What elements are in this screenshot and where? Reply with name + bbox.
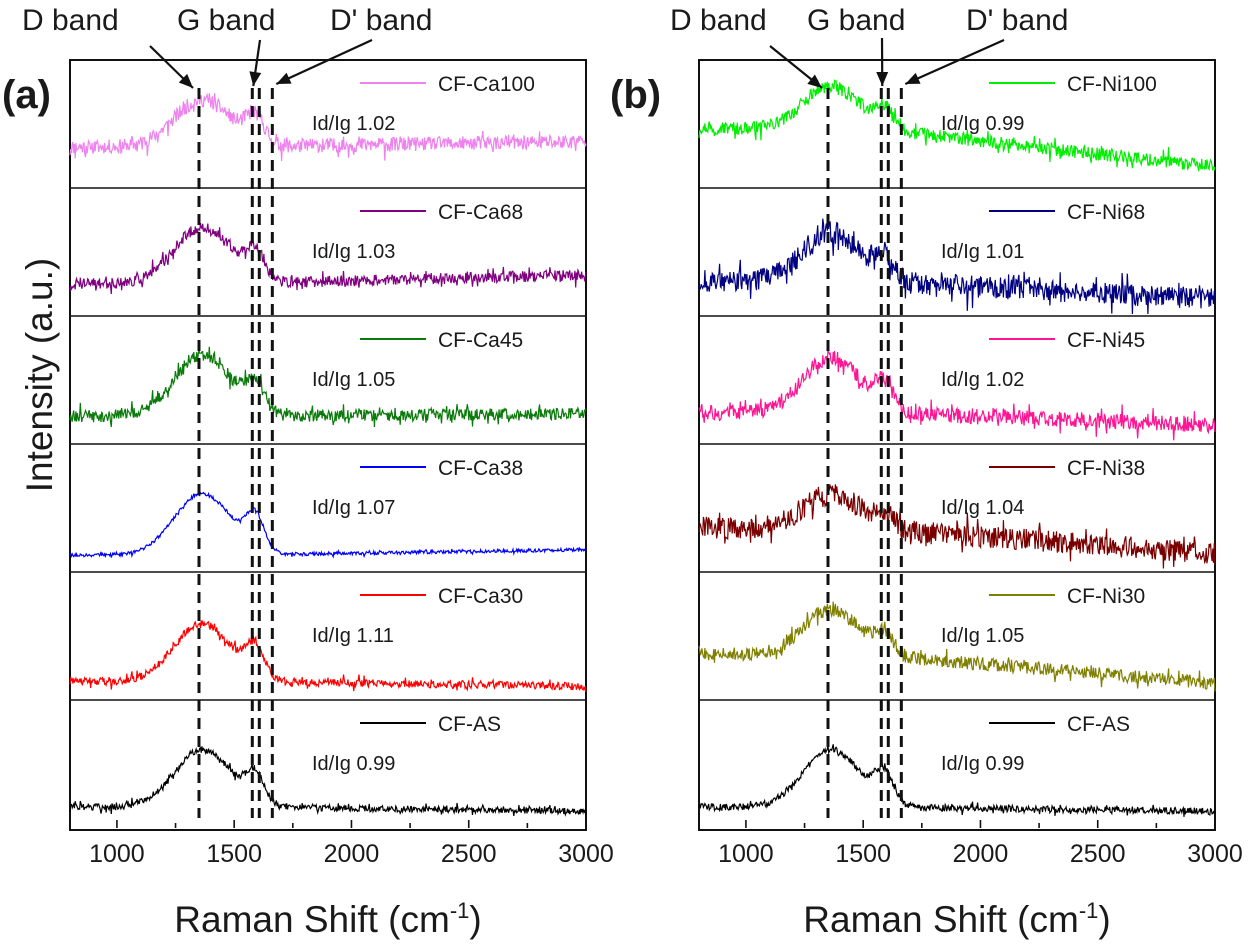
x-tick-label: 1000 <box>89 840 145 868</box>
legend-label: CF-Ni100 <box>1067 73 1157 96</box>
legend-label: CF-Ni68 <box>1067 201 1145 224</box>
g-band-label: G band <box>177 4 275 37</box>
legend-label: CF-Ca38 <box>438 457 523 480</box>
spectrum-line-cf-as <box>698 744 1216 817</box>
band-arrow-head <box>249 71 262 86</box>
panel-a: CF-Ca100 Id/Ig 1.02 CF-Ca68 Id/Ig 1.03 CF-Ca… <box>69 59 614 868</box>
panel-a-legends: CF-Ca100 Id/Ig 1.02 CF-Ca68 Id/Ig 1.03 CF-Ca… <box>312 73 535 775</box>
spectrum-line-cf-ni100 <box>698 79 1216 172</box>
legend-label: CF-Ni38 <box>1067 457 1145 480</box>
panel-b-letter: (b) <box>610 73 661 117</box>
d-band-label: D band <box>670 4 767 37</box>
id-ig-ratio-label: Id/Ig 1.11 <box>312 625 394 647</box>
legend-label: CF-AS <box>1067 713 1130 736</box>
spectrum-line-cf-ca45 <box>69 346 587 428</box>
band-arrow-line <box>275 39 373 85</box>
x-axis-title-main: Raman Shift (cm <box>174 899 450 940</box>
spectrum-line-cf-as <box>69 746 587 817</box>
x-tick-label: 2500 <box>1070 840 1126 868</box>
band-arrow-head <box>807 74 822 88</box>
spectrum-line-cf-ca100 <box>69 88 587 162</box>
panel-a-band-lines <box>197 88 274 818</box>
id-ig-ratio-label: Id/Ig 1.05 <box>941 625 1024 647</box>
d-band-label: D band <box>22 4 119 37</box>
spectrum-line-cf-ni68 <box>698 218 1216 315</box>
band-arrow-line <box>904 38 1005 86</box>
x-axis-title-b: Raman Shift (cm-1) <box>803 898 1110 940</box>
x-tick-label: 1000 <box>718 840 774 868</box>
id-ig-ratio-label: Id/Ig 1.07 <box>312 497 395 519</box>
legend-label: CF-Ca68 <box>438 201 523 224</box>
x-tick-label: 3000 <box>1187 840 1243 868</box>
x-tick-label: 1500 <box>206 840 262 868</box>
legend-label: CF-Ca45 <box>438 329 523 352</box>
panel-a-traces <box>69 88 587 817</box>
id-ig-ratio-label: Id/Ig 1.01 <box>941 241 1024 263</box>
x-axis-title-a: Raman Shift (cm-1) <box>174 898 481 940</box>
x-axis-title-main: Raman Shift (cm <box>803 899 1079 940</box>
legend-label: CF-Ni45 <box>1067 329 1145 352</box>
dprime-band-label: D' band <box>966 4 1068 37</box>
x-axis-title-sup: -1 <box>1079 898 1099 923</box>
legend-label: CF-AS <box>438 713 501 736</box>
spectrum-line-cf-ca68 <box>69 223 587 295</box>
spectrum-line-cf-ca30 <box>69 619 587 692</box>
x-tick-label: 1500 <box>835 840 891 868</box>
x-axis-title-close: ) <box>1098 899 1110 940</box>
panel-b-frame <box>698 59 1216 831</box>
x-tick-label: 2000 <box>953 840 1009 868</box>
id-ig-ratio-label: Id/Ig 0.99 <box>941 753 1024 775</box>
legend-label: CF-Ca100 <box>438 73 535 96</box>
x-axis-title-close: ) <box>469 899 481 940</box>
band-arrow-head <box>178 73 193 88</box>
x-tick-label: 3000 <box>558 840 614 868</box>
dprime-band-label: D' band <box>330 4 432 37</box>
panel-b: CF-Ni100 Id/Ig 0.99 CF-Ni68 Id/Ig 1.01 CF-Ni… <box>698 59 1243 868</box>
band-arrows <box>149 37 1005 89</box>
band-arrow-head <box>905 72 921 84</box>
spectrum-line-cf-ni30 <box>698 601 1216 692</box>
x-axis-title-sup: -1 <box>450 898 470 923</box>
legend-label: CF-Ni30 <box>1067 585 1145 608</box>
id-ig-ratio-label: Id/Ig 1.03 <box>312 241 395 263</box>
x-tick-label: 2500 <box>441 840 497 868</box>
spectrum-line-cf-ca38 <box>69 491 587 559</box>
panel-b-legends: CF-Ni100 Id/Ig 0.99 CF-Ni68 Id/Ig 1.01 CF-Ni… <box>941 73 1157 775</box>
panel-b-traces <box>698 79 1216 817</box>
panel-a-letter: (a) <box>2 73 51 117</box>
legend-label: CF-Ca30 <box>438 585 523 608</box>
panel-a-frame <box>69 59 587 831</box>
band-arrow-head <box>876 71 889 86</box>
panel-a-x-ticks: 1000 1500 2000 2500 3000 <box>89 820 614 868</box>
x-tick-label: 2000 <box>324 840 380 868</box>
y-axis-label: Intensity (a.u.) <box>19 258 60 492</box>
band-arrow-head <box>276 72 292 84</box>
spectrum-line-cf-ni45 <box>698 347 1216 441</box>
panel-b-band-lines <box>826 88 903 818</box>
id-ig-ratio-label: Id/Ig 1.02 <box>312 113 395 135</box>
id-ig-ratio-label: Id/Ig 1.05 <box>312 369 395 391</box>
id-ig-ratio-label: Id/Ig 1.02 <box>941 369 1024 391</box>
g-band-label: G band <box>807 4 905 37</box>
id-ig-ratio-label: Id/Ig 1.04 <box>941 497 1024 519</box>
id-ig-ratio-label: Id/Ig 0.99 <box>312 753 395 775</box>
spectrum-line-cf-ni38 <box>698 483 1216 569</box>
panel-b-x-ticks: 1000 1500 2000 2500 3000 <box>718 820 1243 868</box>
id-ig-ratio-label: Id/Ig 0.99 <box>941 113 1024 135</box>
